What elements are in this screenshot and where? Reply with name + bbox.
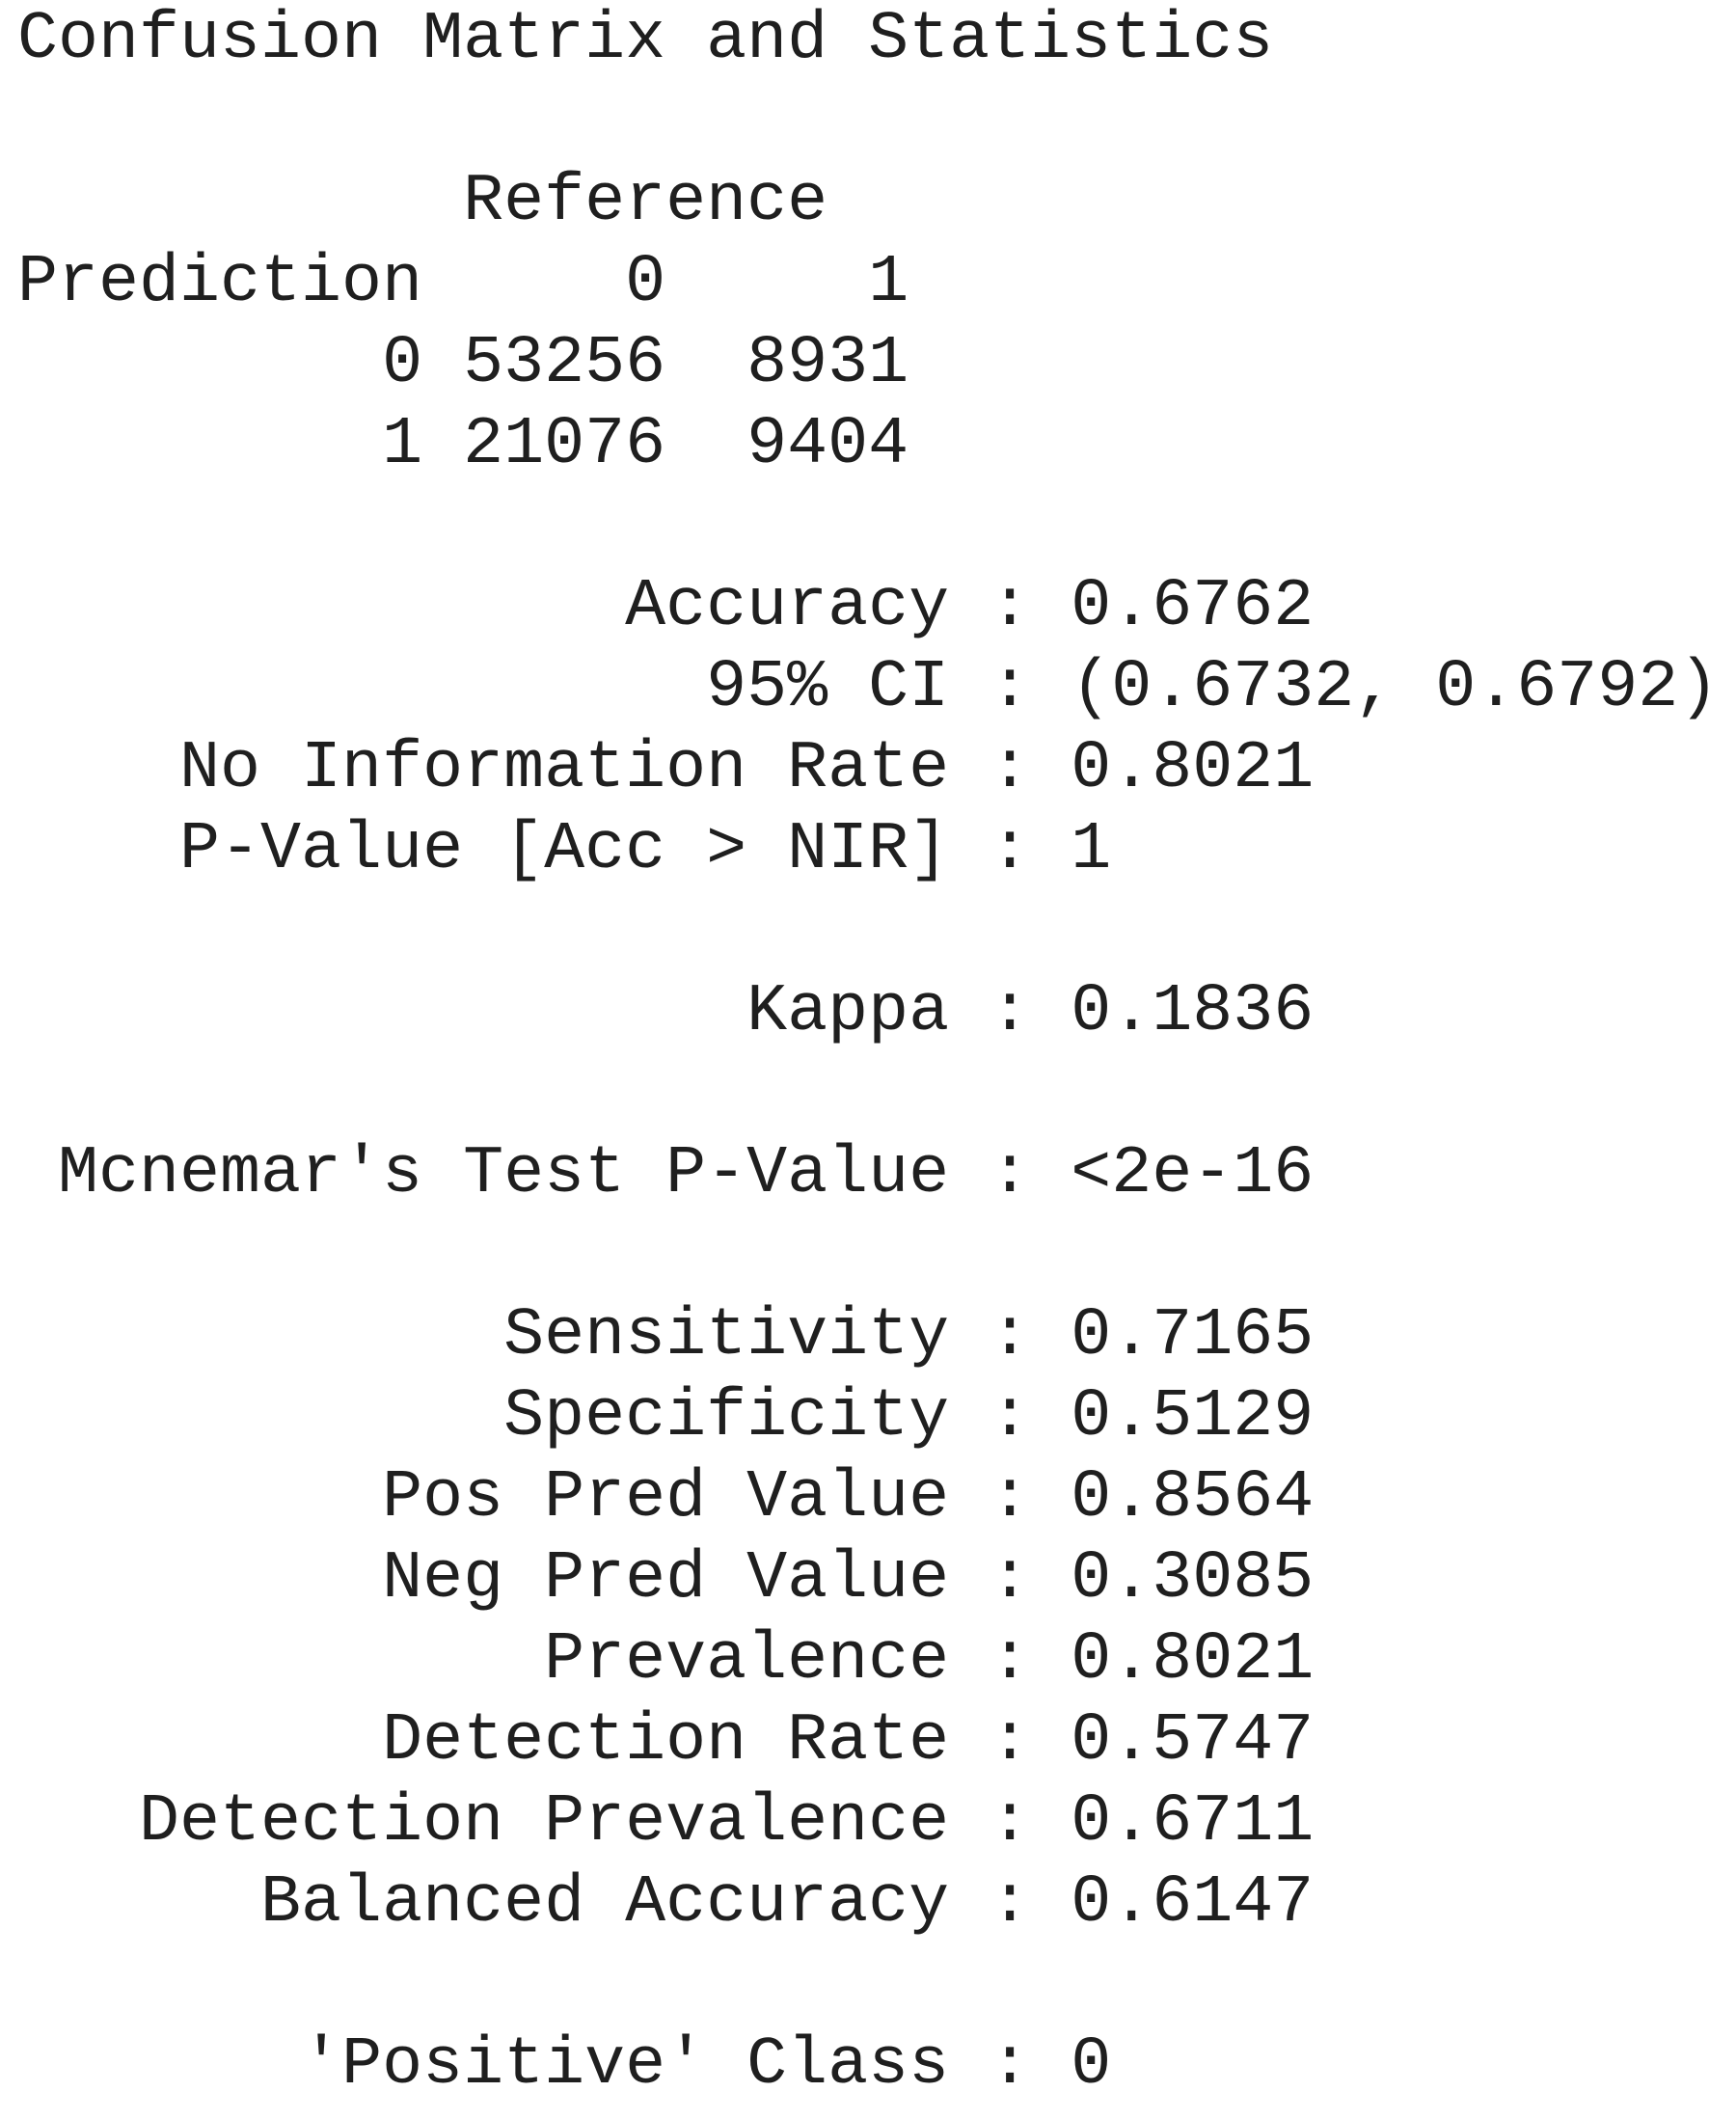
stat-label: Detection Rate [382,1703,950,1779]
stat-row: P-Value [Acc > NIR] : 1 [17,810,1734,891]
matrix-col-header: 0 [625,245,666,321]
stat-separator: : [949,1784,1071,1861]
stat-value: 0.8021 [1071,731,1315,807]
reference-label: Reference [463,164,828,240]
stat-padding [17,2027,301,2104]
stat-padding [17,974,746,1050]
stat-row: No Information Rate : 0.8021 [17,729,1734,810]
stat-label: 'Positive' Class [301,2027,950,2104]
console-output: Confusion Matrix and Statistics Referenc… [17,0,1734,2106]
stat-row: 'Positive' Class : 0 [17,2025,1734,2106]
statistics-block: Accuracy : 0.6762 95% CI : (0.6732, 0.67… [17,567,1734,2106]
stat-row: Detection Rate : 0.5747 [17,1701,1734,1782]
matrix-row-label: 1 [382,407,423,483]
stat-row: Detection Prevalence : 0.6711 [17,1782,1734,1863]
stat-label: Pos Pred Value [382,1460,950,1536]
stat-row: Balanced Accuracy : 0.6147 [17,1863,1734,1944]
stat-padding [17,569,625,645]
matrix-cell: 21076 [463,407,666,483]
stat-row: Mcnemar's Test P-Value : <2e-16 [17,1134,1734,1215]
stat-label: 95% CI [706,650,950,726]
stat-value: 0.3085 [1071,1541,1315,1617]
stat-row: Neg Pred Value : 0.3085 [17,1539,1734,1620]
stat-separator: : [949,1622,1071,1698]
stat-separator: : [949,1298,1071,1374]
stat-label: Mcnemar's Test P-Value [58,1136,950,1212]
stat-separator: : [949,1703,1071,1779]
stat-row: Accuracy : 0.6762 [17,567,1734,648]
stat-row: Prevalence : 0.8021 [17,1620,1734,1701]
stat-padding [17,731,179,807]
stat-padding [17,650,706,726]
stat-separator: : [949,812,1071,888]
matrix-row-label: 0 [382,326,423,402]
matrix-cell: 53256 [463,326,666,402]
stat-label: No Information Rate [179,731,950,807]
stat-row: 95% CI : (0.6732, 0.6792) [17,648,1734,729]
stat-value: 0.6711 [1071,1784,1315,1861]
stat-value: 0.8021 [1071,1622,1315,1698]
stat-label: P-Value [Acc > NIR] [179,812,950,888]
stat-label: Prevalence [544,1622,950,1698]
matrix-cell: 9404 [746,407,909,483]
stat-separator: : [949,731,1071,807]
stat-row: Sensitivity : 0.7165 [17,1296,1734,1377]
stat-label: Neg Pred Value [382,1541,950,1617]
stat-padding [17,812,179,888]
stat-label: Balanced Accuracy [260,1865,950,1942]
stat-row: Kappa : 0.1836 [17,972,1734,1053]
stat-padding [17,1703,382,1779]
stat-label: Specificity [503,1379,950,1455]
stat-value: 0.5747 [1071,1703,1315,1779]
matrix-row: 0 53256 8931 [17,324,1734,405]
blank-line [17,486,1734,567]
stat-padding [17,1298,503,1374]
matrix-row: 1 21076 9404 [17,405,1734,486]
stat-value: 0 [1071,2027,1112,2104]
stat-separator: : [949,1136,1071,1212]
blank-line [17,81,1734,162]
matrix-reference-header: Reference [17,162,1734,243]
stat-padding [17,1865,260,1942]
stat-separator: : [949,1379,1071,1455]
blank-line [17,1215,1734,1296]
stat-separator: : [949,569,1071,645]
stat-value: 0.6147 [1071,1865,1315,1942]
stat-label: Detection Prevalence [139,1784,950,1861]
prediction-label: Prediction [17,245,423,321]
output-title: Confusion Matrix and Statistics [17,2,1274,78]
stat-value: 0.6762 [1071,569,1315,645]
matrix-cell: 8931 [746,326,909,402]
stat-label: Kappa [746,974,950,1050]
stat-value: 0.1836 [1071,974,1315,1050]
stat-label: Accuracy [625,569,950,645]
stat-separator: : [949,650,1071,726]
stat-padding [17,1379,503,1455]
stat-separator: : [949,1541,1071,1617]
stat-value: 0.7165 [1071,1298,1315,1374]
blank-line [17,1944,1734,2025]
stat-value: 0.8564 [1071,1460,1315,1536]
stat-separator: : [949,1865,1071,1942]
stat-value: 1 [1071,812,1112,888]
stat-padding [17,1541,382,1617]
matrix-column-header-row: Prediction 0 1 [17,243,1734,324]
stat-label: Sensitivity [503,1298,950,1374]
stat-padding [17,1460,382,1536]
stat-separator: : [949,974,1071,1050]
matrix-col-header: 1 [868,245,909,321]
stat-value: <2e-16 [1071,1136,1315,1212]
stat-separator: : [949,1460,1071,1536]
blank-line [17,1053,1734,1134]
blank-line [17,891,1734,972]
stat-value: (0.6732, 0.6792) [1071,650,1720,726]
stat-row: Pos Pred Value : 0.8564 [17,1458,1734,1539]
stat-value: 0.5129 [1071,1379,1315,1455]
stat-padding [17,1622,544,1698]
stat-separator: : [949,2027,1071,2104]
stat-padding [17,1136,58,1212]
stat-padding [17,1784,139,1861]
stat-row: Specificity : 0.5129 [17,1377,1734,1458]
